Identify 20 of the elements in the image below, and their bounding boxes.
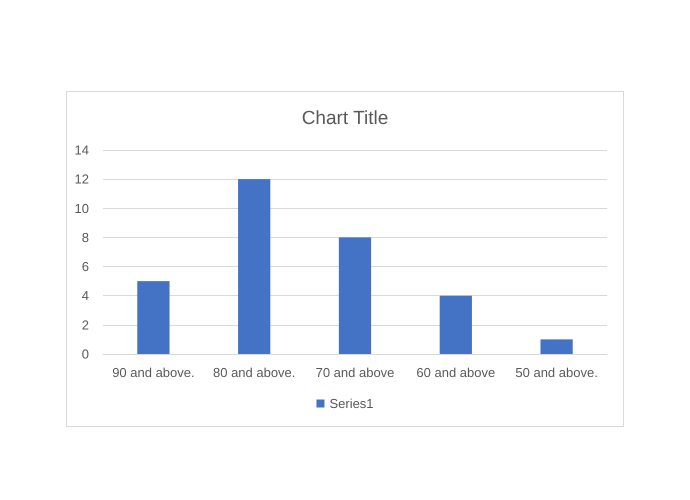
x-tick-label: 50 and above. — [515, 365, 598, 380]
y-tick-label: 14 — [74, 142, 89, 158]
y-tick-label: 4 — [82, 288, 89, 304]
x-tick-label: 90 and above. — [112, 365, 195, 380]
bar — [540, 339, 573, 354]
bar — [238, 179, 270, 354]
bar — [137, 281, 170, 354]
y-tick-label: 6 — [82, 259, 89, 274]
x-tick-label: 70 and above — [316, 365, 394, 380]
y-tick-label: 2 — [82, 317, 89, 332]
y-tick-label: 12 — [74, 172, 89, 187]
x-tick-label: 80 and above. — [212, 365, 296, 380]
bar — [440, 296, 472, 354]
bar — [338, 237, 372, 354]
y-tick-label: 0 — [82, 346, 89, 362]
y-tick-label: 8 — [82, 230, 89, 245]
x-tick-label: 60 and above — [416, 365, 496, 380]
y-tick-label: 10 — [74, 200, 89, 216]
chart-title: Chart Title — [302, 108, 388, 129]
legend-label: Series1 — [329, 396, 374, 411]
